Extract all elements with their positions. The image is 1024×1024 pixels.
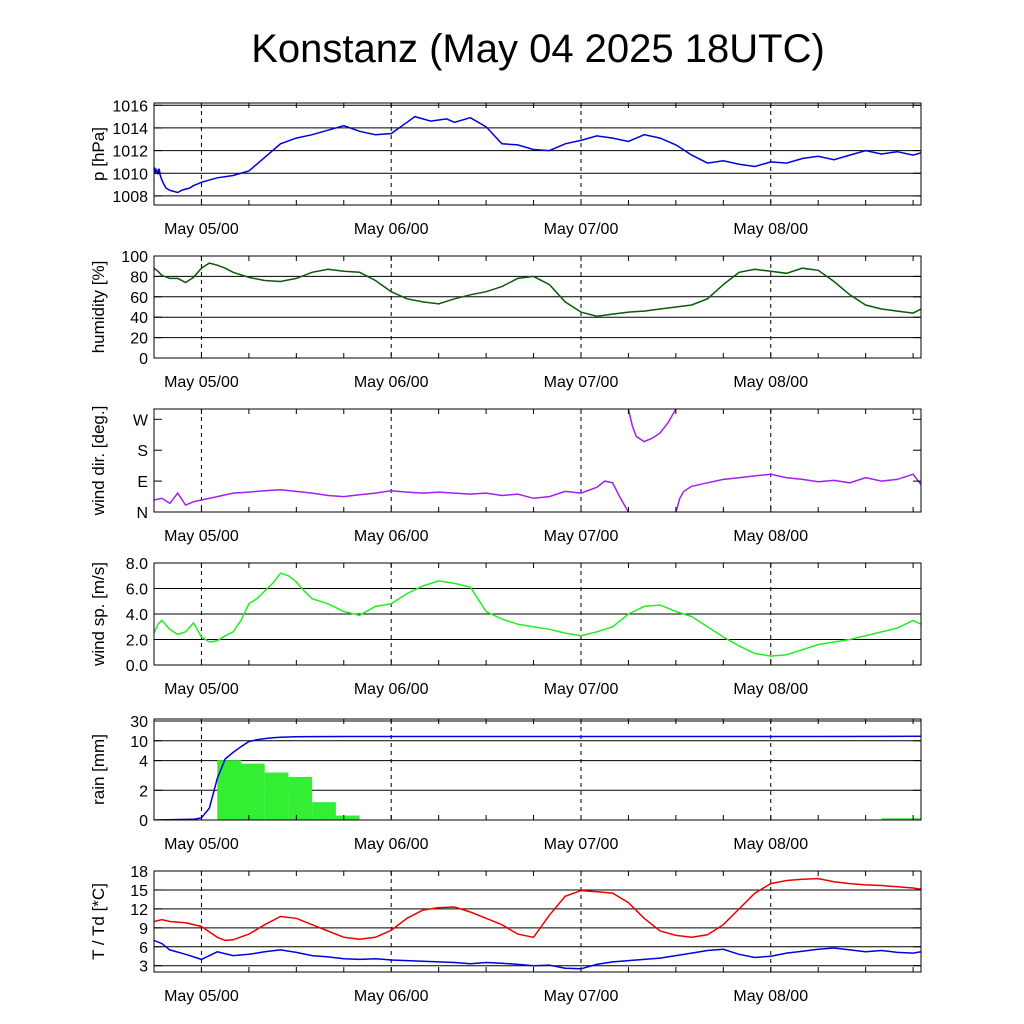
y-tick-label: 15 [130, 883, 148, 900]
y-tick-label: 2.0 [126, 633, 148, 650]
y-tick-label: 20 [130, 331, 148, 348]
y-axis-label: wind dir. [deg.] [89, 406, 108, 517]
panel-frame [153, 870, 922, 973]
panel-frame [153, 102, 922, 206]
y-tick-label: 10 [130, 734, 148, 751]
y-tick-label: 0 [139, 351, 148, 368]
y-tick-label: 4.0 [126, 607, 148, 624]
y-axis-label: humidity [%] [89, 261, 108, 354]
panel-wind_speed: 0.0 2.0 4.0 6.0 8.0 May 05/00 May 06/00 May 07/… [89, 556, 922, 698]
y-tick-label: 6.0 [126, 582, 148, 599]
rain-bar [312, 802, 336, 820]
x-tick-label: May 08/00 [733, 374, 808, 391]
panel-frame [153, 718, 922, 821]
y-tick-label: S [137, 443, 148, 460]
x-tick-label: May 06/00 [354, 836, 429, 853]
panel-temperature: 3 6 9 12 15 18 May 05/00 May 06/00 May 07/00 May … [89, 864, 922, 1005]
y-tick-label: 4 [139, 754, 148, 771]
x-tick-label: May 07/00 [544, 374, 619, 391]
y-tick-label: 8.0 [126, 556, 148, 573]
x-tick-label: May 07/00 [544, 681, 619, 698]
x-tick-label: May 05/00 [164, 221, 239, 238]
rain-bar [288, 776, 313, 820]
x-tick-label: May 05/00 [164, 528, 239, 545]
x-tick-label: May 08/00 [733, 988, 808, 1005]
y-tick-label: N [136, 505, 148, 522]
panel-frame [153, 408, 922, 513]
y-tick-label: 1010 [112, 166, 148, 183]
y-tick-label: 100 [121, 249, 148, 266]
y-tick-label: 3 [139, 959, 148, 976]
x-tick-label: May 07/00 [544, 836, 619, 853]
x-tick-label: May 08/00 [733, 836, 808, 853]
x-tick-label: May 07/00 [544, 528, 619, 545]
y-tick-label: 9 [139, 921, 148, 938]
series-line [154, 572, 921, 657]
rain-bar [217, 760, 241, 820]
y-tick-label: 1016 [112, 98, 148, 115]
panel-humidity: 0 20 40 60 80 100 May 05/00 May 06/00 May 07/00 M… [89, 249, 922, 391]
x-tick-label: May 06/00 [354, 988, 429, 1005]
series-line [154, 115, 921, 194]
x-tick-label: May 06/00 [354, 681, 429, 698]
series-line [154, 877, 921, 942]
y-tick-label: 6 [139, 940, 148, 957]
x-tick-label: May 08/00 [733, 681, 808, 698]
y-tick-label: 0.0 [126, 658, 148, 675]
y-axis-label: T / Td [*C] [89, 883, 108, 960]
y-axis-label: rain [mm] [89, 734, 108, 805]
y-tick-label: W [133, 412, 149, 429]
y-tick-label: 0 [139, 813, 148, 830]
y-tick-label: 80 [130, 269, 148, 286]
y-axis-label: p [hPa] [89, 127, 108, 181]
y-tick-label: 12 [130, 902, 148, 919]
y-tick-label: 40 [130, 310, 148, 327]
x-tick-label: May 05/00 [164, 988, 239, 1005]
chart-title: Konstanz (May 04 2025 18UTC) [251, 27, 825, 71]
y-tick-label: 2 [139, 783, 148, 800]
x-tick-label: May 07/00 [544, 988, 619, 1005]
x-tick-label: May 06/00 [354, 374, 429, 391]
series-line [154, 262, 921, 317]
rain-bar [335, 815, 360, 820]
rain-bar [881, 818, 921, 820]
y-tick-label: 1014 [112, 121, 148, 138]
x-tick-label: May 08/00 [733, 528, 808, 545]
y-tick-label: E [137, 474, 148, 491]
series-line [154, 480, 630, 512]
x-tick-label: May 08/00 [733, 221, 808, 238]
series-line [675, 473, 921, 512]
series-line [627, 409, 677, 443]
y-tick-label: 60 [130, 290, 148, 307]
x-tick-label: May 05/00 [164, 374, 239, 391]
series-line [154, 735, 921, 820]
rain-bar [264, 772, 289, 820]
panel-pressure: 1008 1010 1012 1014 1016 May 05/00 May 06/00 Ma… [89, 98, 922, 238]
x-tick-label: May 05/00 [164, 836, 239, 853]
x-tick-label: May 06/00 [354, 221, 429, 238]
panel-rain: 0 2 4 10 30 May 05/00 May 06/00 May 07/00 May 08… [89, 714, 922, 853]
panel-frame [153, 255, 922, 359]
rain-bar [240, 763, 265, 820]
x-tick-label: May 07/00 [544, 221, 619, 238]
y-axis-label: wind sp. [m/s] [89, 562, 108, 667]
y-tick-label: 1012 [112, 144, 148, 161]
y-tick-label: 18 [130, 864, 148, 881]
series-line [154, 939, 921, 970]
y-tick-label: 30 [130, 714, 148, 731]
y-tick-label: 1008 [112, 189, 148, 206]
x-tick-label: May 06/00 [354, 528, 429, 545]
x-tick-label: May 05/00 [164, 681, 239, 698]
